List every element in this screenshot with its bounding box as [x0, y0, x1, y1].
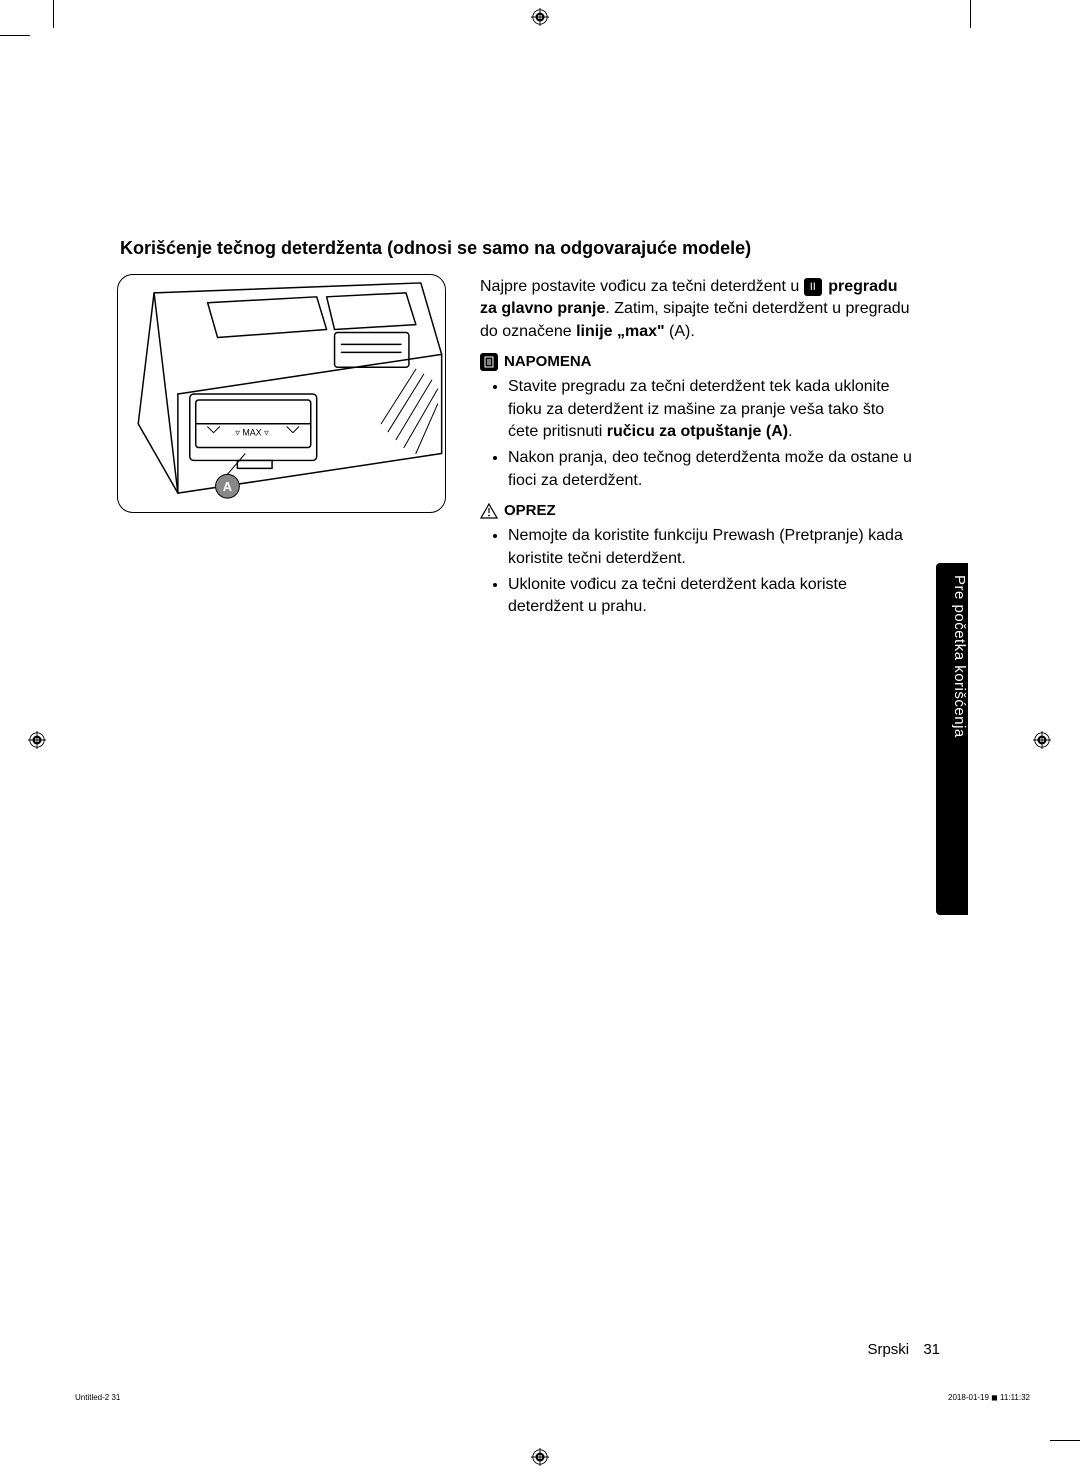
section-tab: Pre početka korišćenja	[936, 563, 968, 915]
list-item: Uklonite vođicu za tečni deterdžent kada…	[508, 574, 915, 619]
note-item-text2: .	[788, 423, 792, 440]
crop-mark	[53, 0, 54, 28]
crop-mark	[1050, 1440, 1080, 1441]
footer-language: Srpski 31	[867, 1341, 940, 1358]
intro-paragraph: Najpre postavite vođicu za tečni deterdž…	[480, 276, 915, 343]
language-label: Srpski	[867, 1341, 909, 1358]
registration-mark-icon	[531, 8, 549, 26]
list-item: Stavite pregradu za tečni deterdžent tek…	[508, 376, 915, 443]
footer-timestamp: 2018-01-19 ◼ 11:11:32	[948, 1393, 1030, 1402]
registration-mark-icon	[531, 1448, 549, 1466]
instruction-text: Najpre postavite vođicu za tečni deterdž…	[480, 276, 915, 623]
detergent-drawer-illustration: ▿ MAX ▿ A	[117, 274, 446, 513]
note-icon	[480, 353, 498, 371]
note-list: Stavite pregradu za tečni deterdžent tek…	[480, 376, 915, 492]
svg-text:A: A	[223, 479, 232, 494]
section-heading: Korišćenje tečnog deterdženta (odnosi se…	[120, 238, 751, 259]
intro-text: Najpre postavite vođicu za tečni deterdž…	[480, 278, 804, 295]
list-item: Nemojte da koristite funkciju Prewash (P…	[508, 525, 915, 570]
caution-label: OPREZ	[480, 500, 915, 521]
caution-label-text: OPREZ	[504, 500, 556, 521]
warning-icon	[480, 502, 498, 520]
note-label-text: NAPOMENA	[504, 351, 592, 372]
registration-mark-icon	[1033, 731, 1051, 749]
crop-mark	[0, 35, 30, 36]
crop-mark	[970, 0, 971, 28]
roman-two-icon: II	[804, 278, 822, 296]
note-item-bold: ručicu za otpuštanje (A)	[607, 423, 788, 440]
intro-bold2: linije „max"	[576, 323, 665, 340]
svg-text:▿ MAX ▿: ▿ MAX ▿	[235, 428, 269, 438]
caution-list: Nemojte da koristite funkciju Prewash (P…	[480, 525, 915, 619]
page-number: 31	[923, 1341, 940, 1358]
page-content: Korišćenje tečnog deterdženta (odnosi se…	[100, 60, 980, 1416]
intro-text3: (A).	[665, 323, 695, 340]
footer-filename: Untitled-2 31	[75, 1393, 120, 1402]
list-item: Nakon pranja, deo tečnog deterdženta mož…	[508, 447, 915, 492]
note-label: NAPOMENA	[480, 351, 915, 372]
note-item-text: Nakon pranja, deo tečnog deterdženta mož…	[508, 449, 912, 488]
registration-mark-icon	[28, 731, 46, 749]
